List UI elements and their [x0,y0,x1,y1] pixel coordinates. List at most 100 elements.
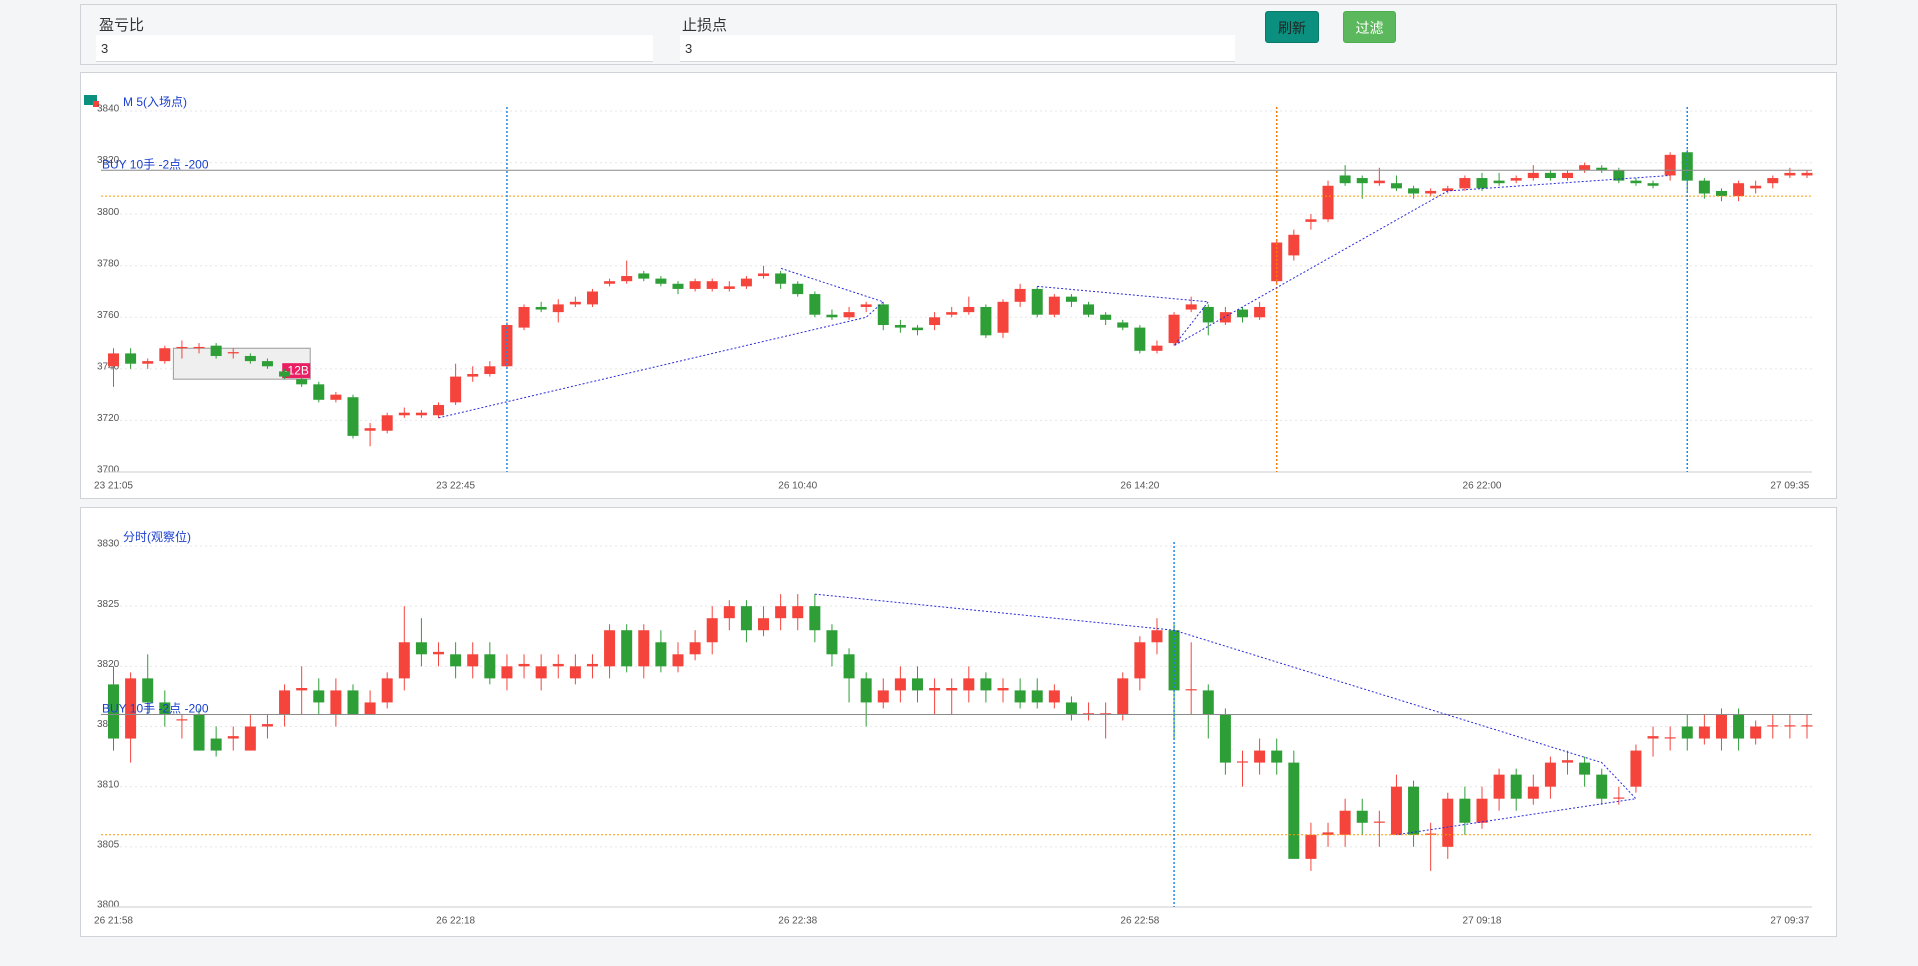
chart-title: 分时(观察位) [123,529,191,544]
candle-body [1579,762,1591,775]
zigzag-line [438,267,885,419]
candle-body [1254,306,1266,318]
y-tick-label: 3740 [97,361,120,372]
candle-body [1562,172,1574,179]
candle-body [638,273,650,279]
candle-body [1681,152,1693,181]
candle-body [364,702,376,715]
candle-body [1784,725,1796,727]
candle-body [1544,762,1556,787]
candle-body [1459,798,1471,823]
field-label: 止损点 [682,17,728,34]
x-tick-label: 26 22:00 [1463,481,1502,492]
filter-form: 盈亏比 3 止损点 3 刷新 过滤 [80,4,1837,65]
candle-body [843,312,855,318]
candle-body [1767,178,1779,184]
candle-body [655,642,667,667]
y-tick-label: 3700 [97,465,120,476]
candle-body [193,346,205,349]
candle-body [689,281,701,289]
candle-body [1202,306,1214,323]
candle-body [1562,760,1574,763]
candle-body [706,281,718,289]
candle-body [604,630,616,667]
candle-body [552,304,564,313]
candle-body [1476,178,1488,189]
candle-body [758,273,770,277]
y-tick-label: 3780 [97,258,120,269]
refresh-button[interactable]: 刷新 [1265,11,1319,43]
candle-body [980,306,992,336]
candle-body [1613,797,1625,799]
candle-body [347,397,359,436]
candle-body [1305,219,1317,222]
candle-body [1014,690,1026,703]
candle-body [176,719,188,721]
candle-body [108,684,119,739]
candle-body [1065,296,1077,302]
candle-body [1425,190,1437,194]
candle-body [775,606,787,619]
candle-body [1510,178,1522,181]
candle-body [108,353,119,367]
candle-body [518,663,530,667]
candle-body [1664,154,1676,176]
candle-body [1647,736,1659,739]
candle-body [997,687,1009,691]
candle-body [638,630,650,667]
candle-body [1185,304,1197,310]
candle-body [792,283,804,295]
candle-body [1493,180,1505,184]
candle-body [1801,172,1813,176]
candle-body [1100,314,1112,320]
candle-body [176,346,188,349]
candle-body [1271,750,1283,763]
x-tick-label: 26 22:38 [778,916,817,927]
candle-body [1784,172,1796,176]
candle-body [398,642,410,679]
candle-body [159,348,171,362]
candle-body [1801,725,1813,727]
candle-body [381,678,393,703]
field-label: 盈亏比 [99,17,145,34]
zigzag-line [814,593,1637,836]
candle-body [364,428,376,431]
candle-body [467,654,479,667]
candle-body [1117,322,1129,328]
candle-body [1117,678,1129,715]
candle-body [1048,296,1060,315]
candle-body [586,291,598,305]
candle-body [1168,314,1180,344]
candle-body [1083,304,1095,315]
candle-body [723,606,735,619]
candle-body [433,404,445,416]
candle-body [621,276,633,282]
candle-body [826,314,838,318]
filter-button[interactable]: 过滤 [1343,11,1396,43]
candle-body [1459,178,1471,189]
candle-body [1288,234,1300,256]
candle-body [1339,810,1351,835]
candle-body [261,361,273,367]
candle-body [1544,172,1556,179]
candle-body [450,376,462,403]
x-tick-label: 26 14:20 [1120,481,1159,492]
candle-body [415,412,427,416]
y-tick-label: 3840 [97,104,120,115]
y-tick-label: 3820 [97,659,120,670]
candle-body [1390,786,1402,835]
candle-body [381,415,393,431]
text-input[interactable]: 3 [680,35,1235,62]
candle-body [1647,183,1659,186]
candle-body [1527,786,1539,799]
candle-body [1664,737,1676,739]
text-input[interactable]: 3 [96,35,653,62]
candle-body [877,304,889,326]
candle-body [227,736,239,739]
candle-body [843,654,855,679]
y-tick-label: 3805 [97,839,120,850]
y-tick-label: 3810 [97,779,120,790]
candle-body [1425,833,1437,835]
candle-body [672,283,684,289]
candle-body [1750,726,1762,739]
